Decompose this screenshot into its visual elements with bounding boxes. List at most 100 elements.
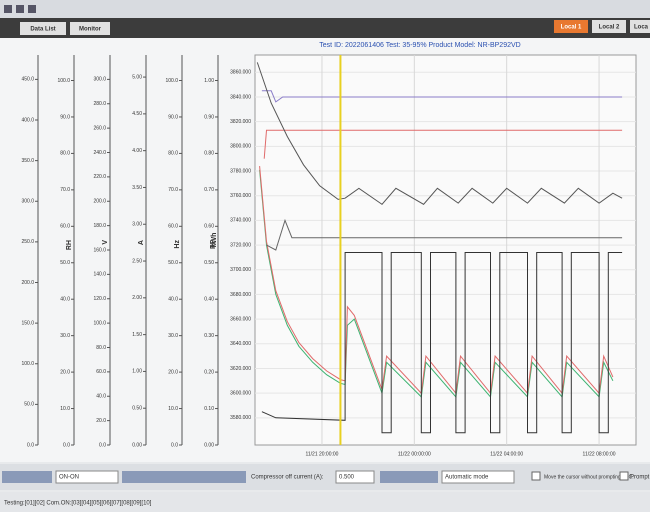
y-tick-label: 3860.000 bbox=[230, 70, 251, 76]
local-tab[interactable] bbox=[630, 20, 650, 33]
side-axis-label: A bbox=[138, 240, 145, 245]
tab-label[interactable]: Monitor bbox=[79, 27, 102, 33]
side-axis-tick-label: 40.0 bbox=[60, 297, 70, 303]
side-axis-tick-label: 20.0 bbox=[60, 369, 70, 375]
side-axis-tick-label: 30.0 bbox=[168, 333, 178, 339]
side-axis-tick-label: 50.0 bbox=[168, 260, 178, 266]
side-axis-tick-label: 200.0 bbox=[21, 280, 34, 286]
side-axis-tick-label: 0.90 bbox=[204, 114, 214, 120]
side-axis-tick-label: 0.10 bbox=[204, 406, 214, 412]
side-axis-tick-label: 180.0 bbox=[93, 223, 106, 229]
y-tick-label: 3820.000 bbox=[230, 119, 251, 125]
toolbar-buttons[interactable] bbox=[2, 471, 52, 483]
y-tick-label: 3580.000 bbox=[230, 415, 251, 421]
side-axis-label: RH bbox=[66, 240, 73, 250]
checkbox[interactable] bbox=[619, 471, 629, 481]
auto-mode-text[interactable]: Automatic mode bbox=[445, 475, 489, 481]
side-axis-tick-label: 0.50 bbox=[132, 406, 142, 412]
tab[interactable] bbox=[70, 22, 110, 35]
y-tick-label: 3720.000 bbox=[230, 242, 251, 248]
tab-label[interactable]: Data List bbox=[30, 27, 55, 33]
side-axis-tick-label: 2.00 bbox=[132, 295, 142, 301]
side-axis-tick-label: 10.0 bbox=[168, 406, 178, 412]
auto-mode-select[interactable] bbox=[441, 470, 515, 484]
mode-select[interactable] bbox=[55, 470, 119, 484]
toolbar-icon[interactable] bbox=[4, 5, 12, 13]
local-tab[interactable] bbox=[592, 20, 626, 33]
checkbox[interactable] bbox=[531, 471, 541, 481]
side-axis-tick-label: 90.0 bbox=[168, 114, 178, 120]
y-tick-label: 3740.000 bbox=[230, 218, 251, 224]
x-tick-label: 11/21 20:00:00 bbox=[305, 451, 338, 457]
side-axis-tick-label: 100.0 bbox=[21, 361, 34, 367]
prompt-label[interactable]: Prompt bbox=[630, 475, 650, 481]
series-line bbox=[266, 218, 623, 251]
y-tick-label: 3700.000 bbox=[230, 267, 251, 273]
toolbar-buttons[interactable] bbox=[380, 471, 438, 483]
side-axis-tick-label: 60.0 bbox=[60, 224, 70, 230]
side-axis-tick-label: 60.0 bbox=[168, 224, 178, 230]
side-axis-tick-label: 100.0 bbox=[57, 78, 70, 84]
side-axis-tick-label: 400.0 bbox=[21, 117, 34, 123]
y-axis-label: kWh bbox=[211, 233, 218, 248]
side-axis-tick-label: 350.0 bbox=[21, 158, 34, 164]
toolbar-icon[interactable] bbox=[16, 5, 24, 13]
side-axis-tick-label: 50.0 bbox=[60, 260, 70, 266]
tab[interactable] bbox=[20, 22, 66, 35]
side-axis-tick-label: 0.30 bbox=[204, 333, 214, 339]
mode-select-text[interactable]: ON-ON bbox=[59, 475, 79, 481]
side-axis-tick-label: 450.0 bbox=[21, 77, 34, 83]
side-axis-tick-label: 80.0 bbox=[168, 151, 178, 157]
side-axis-label: V bbox=[102, 240, 109, 245]
side-axis-tick-label: 240.0 bbox=[93, 150, 106, 156]
side-axis-tick-label: 0.0 bbox=[171, 442, 178, 448]
local-tab-label[interactable]: Local 2 bbox=[599, 25, 620, 31]
side-axis-tick-label: 3.50 bbox=[132, 185, 142, 191]
side-axis-tick-label: 60.0 bbox=[96, 369, 106, 375]
plot-area bbox=[254, 54, 637, 446]
side-axis-tick-label: 300.0 bbox=[93, 77, 106, 83]
side-axis-tick-label: 0.0 bbox=[99, 442, 106, 448]
off-current-label: Compressor off current (A): bbox=[251, 475, 324, 481]
series-line bbox=[259, 166, 614, 395]
y-tick-label: 3780.000 bbox=[230, 168, 251, 174]
y-tick-label: 3840.000 bbox=[230, 94, 251, 100]
tab-bar bbox=[0, 18, 650, 38]
move-cursor-label[interactable]: Move the cursor without prompting TCC. bbox=[544, 474, 634, 480]
side-axis-tick-label: 0.70 bbox=[204, 187, 214, 193]
y-tick-label: 3620.000 bbox=[230, 366, 251, 372]
off-current-input[interactable] bbox=[335, 470, 375, 484]
side-axis-tick-label: 2.50 bbox=[132, 258, 142, 264]
side-axis-tick-label: 40.0 bbox=[96, 394, 106, 400]
x-tick-label: 11/22 00:00:00 bbox=[398, 451, 431, 457]
side-axis-label: PF bbox=[210, 239, 217, 249]
side-axis-tick-label: 0.00 bbox=[204, 442, 214, 448]
x-tick-label: 11/22 08:00:00 bbox=[583, 451, 616, 457]
side-axis-tick-label: 5.00 bbox=[132, 74, 142, 80]
side-axis-label: Hz bbox=[174, 240, 181, 249]
local-tab[interactable] bbox=[554, 20, 588, 33]
side-axis-tick-label: 0.20 bbox=[204, 369, 214, 375]
side-axis-tick-label: 20.0 bbox=[168, 369, 178, 375]
side-axis-tick-label: 300.0 bbox=[21, 199, 34, 205]
toolbar-buttons[interactable] bbox=[122, 471, 246, 483]
chart-title: Test ID: 2022061406 Test: 35-95% Product… bbox=[319, 42, 520, 49]
local-tab-label[interactable]: Loca bbox=[634, 25, 649, 31]
local-tab-label[interactable]: Local 1 bbox=[561, 25, 582, 31]
side-axis-tick-label: 140.0 bbox=[93, 272, 106, 278]
off-current-value[interactable]: 0.500 bbox=[339, 475, 355, 481]
side-axis-tick-label: 1.00 bbox=[204, 78, 214, 84]
side-axis-tick-label: 0.50 bbox=[204, 260, 214, 266]
side-axis-tick-label: 70.0 bbox=[168, 187, 178, 193]
series-line bbox=[259, 169, 614, 399]
side-axis-tick-label: 100.0 bbox=[165, 78, 178, 84]
side-axis-tick-label: 0.60 bbox=[204, 224, 214, 230]
x-tick-label: 11/22 04:00:00 bbox=[490, 451, 523, 457]
side-axis-tick-label: 40.0 bbox=[168, 297, 178, 303]
toolbar-icon[interactable] bbox=[28, 5, 36, 13]
series-line bbox=[261, 90, 623, 103]
side-axis-tick-label: 0.0 bbox=[27, 442, 34, 448]
side-axis-tick-label: 4.50 bbox=[132, 111, 142, 117]
